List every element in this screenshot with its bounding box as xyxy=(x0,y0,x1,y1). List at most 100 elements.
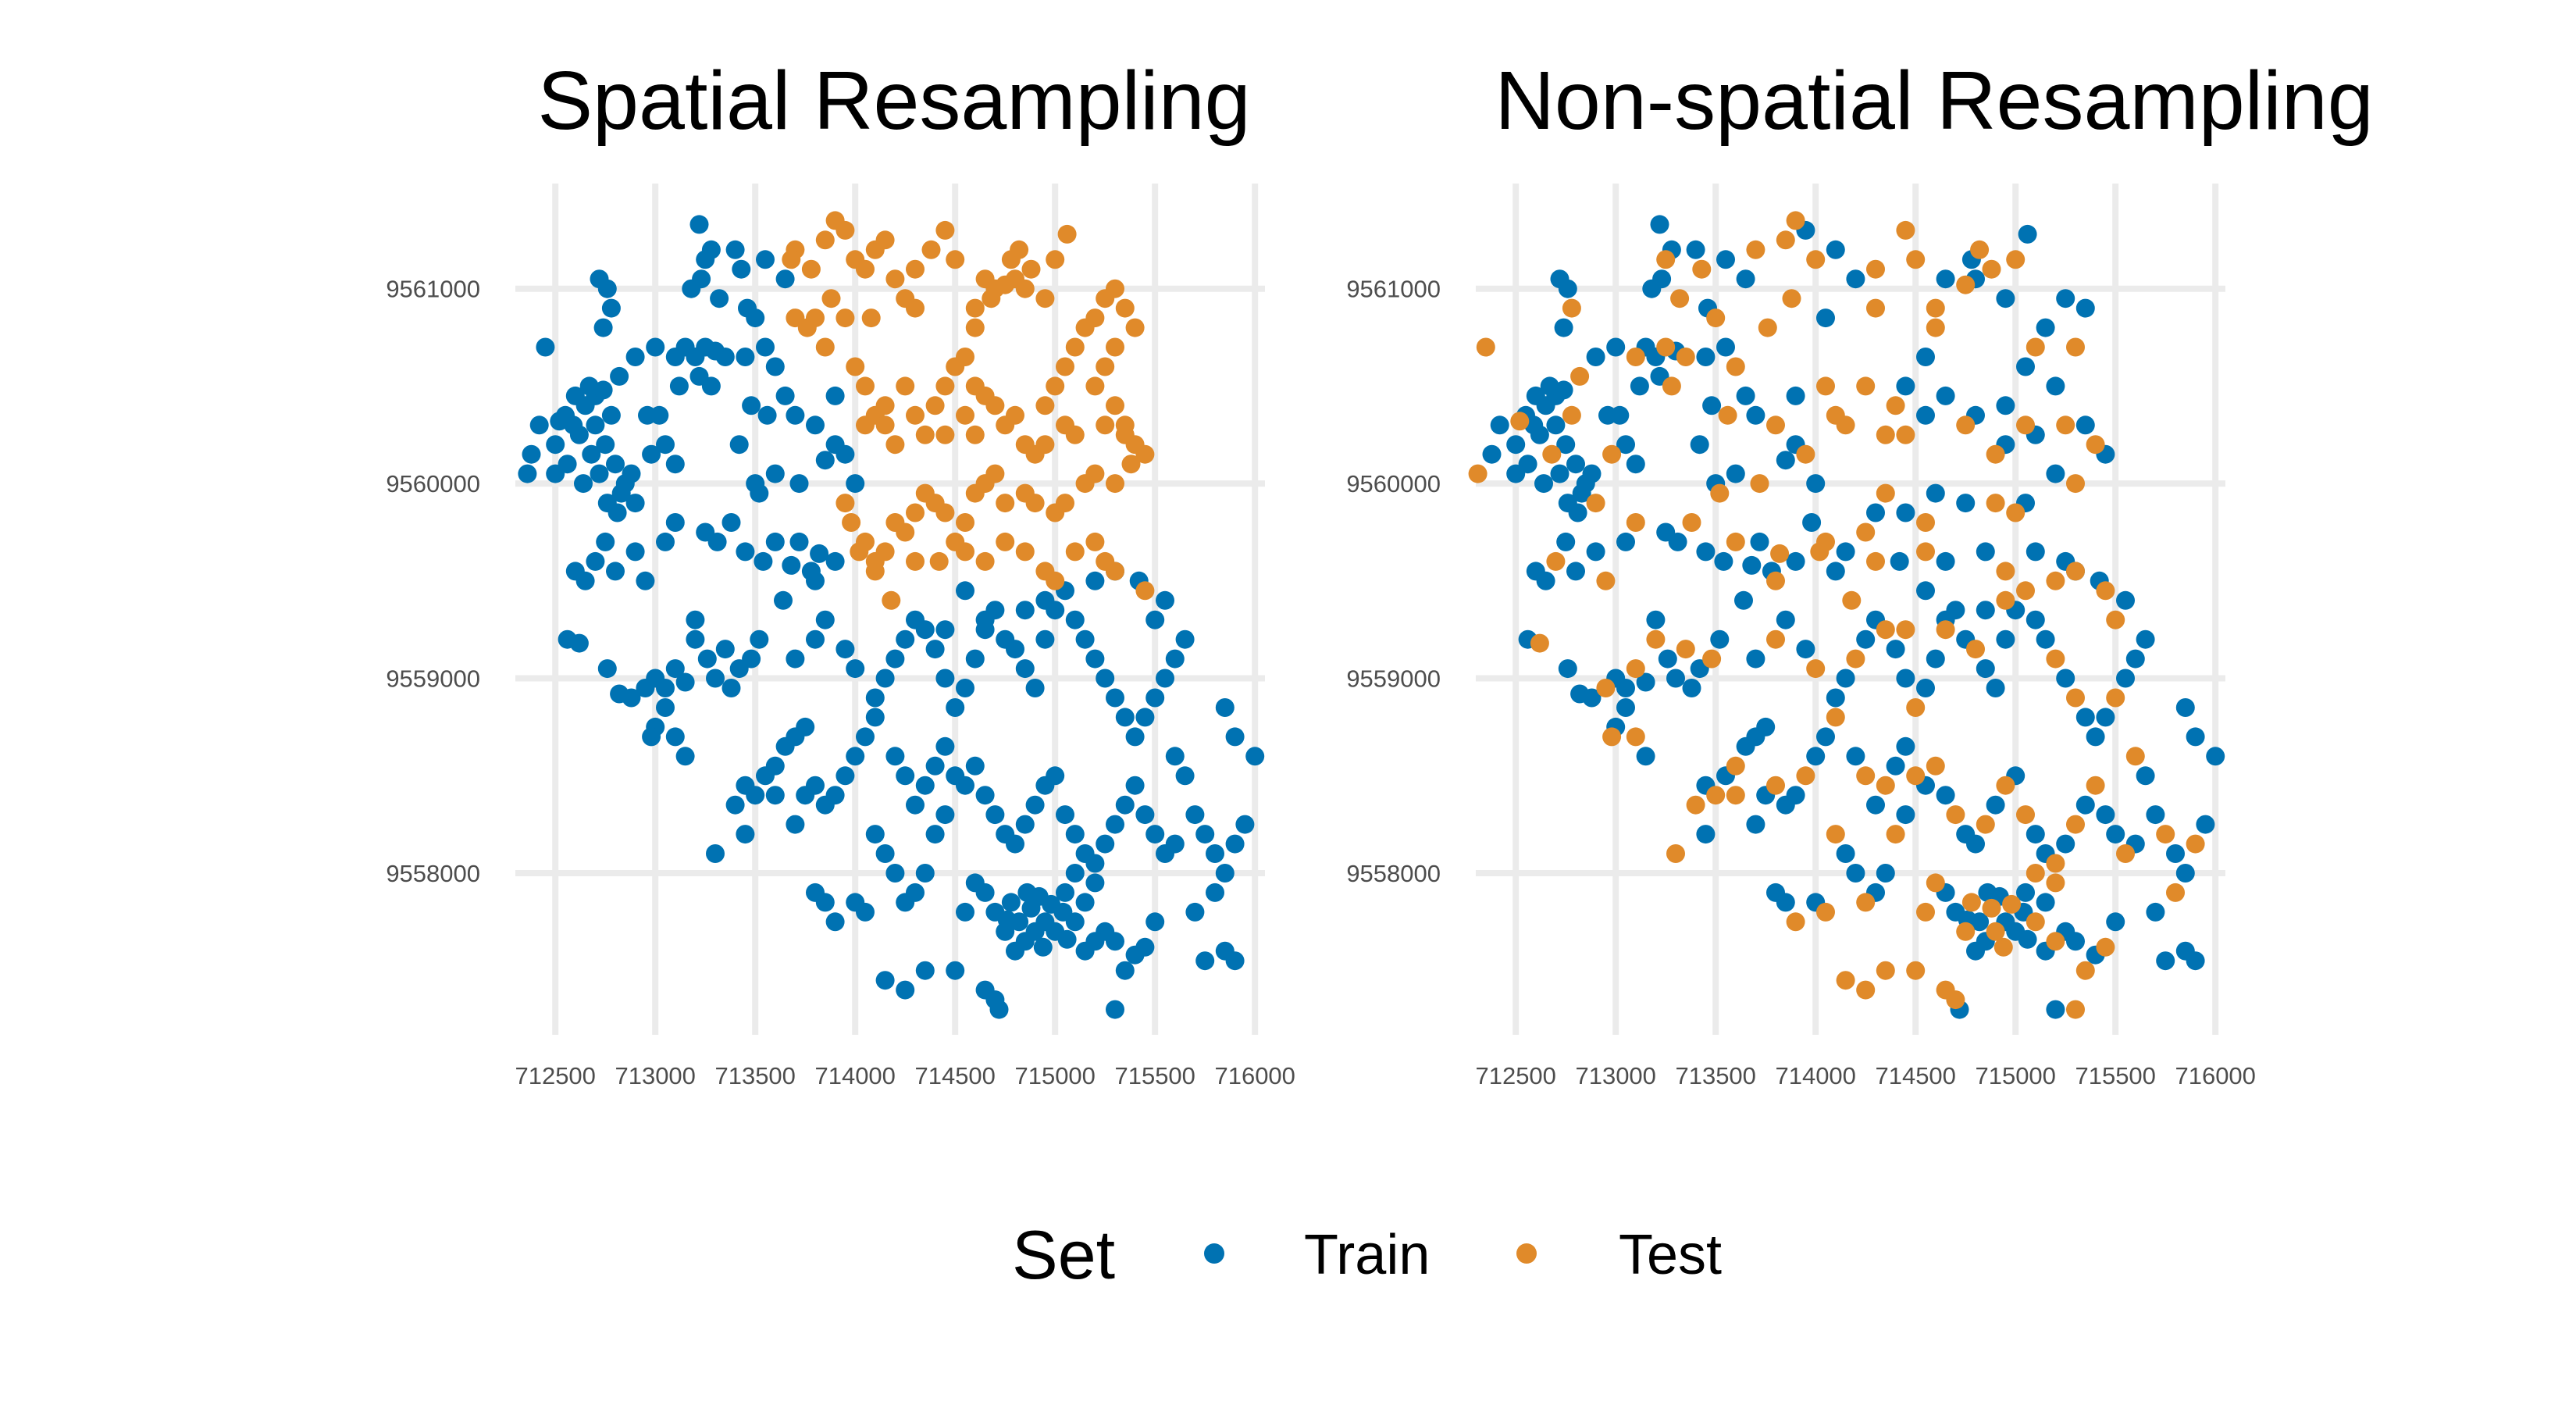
point-train xyxy=(1185,805,1205,825)
point-test xyxy=(875,230,895,250)
point-train xyxy=(1966,834,1985,854)
point-train xyxy=(885,747,905,766)
point-train xyxy=(692,269,711,289)
point-train xyxy=(935,669,955,688)
point-train xyxy=(1033,937,1053,957)
point-train xyxy=(550,412,569,431)
point-test xyxy=(1956,415,1976,435)
point-train xyxy=(1610,405,1630,425)
y-tick-label: 9561000 xyxy=(1346,276,1441,303)
point-train xyxy=(846,659,865,679)
point-test xyxy=(1906,250,1926,269)
point-test xyxy=(1746,240,1765,259)
point-train xyxy=(1846,269,1865,289)
point-train xyxy=(1750,532,1769,551)
point-test xyxy=(782,250,801,269)
point-train xyxy=(2026,542,2045,562)
point-test xyxy=(1065,337,1085,357)
point-train xyxy=(1165,747,1185,766)
y-tick-label: 9559000 xyxy=(1346,665,1441,693)
point-test xyxy=(1926,298,1945,318)
point-train xyxy=(1776,451,1795,470)
point-train xyxy=(774,590,793,610)
y-tick-label: 9558000 xyxy=(1346,860,1441,887)
point-train xyxy=(946,698,965,717)
point-test xyxy=(915,425,935,444)
point-train xyxy=(1096,834,1115,854)
point-train xyxy=(1085,649,1105,669)
point-train xyxy=(1876,864,1895,883)
point-train xyxy=(1215,698,1235,717)
point-train xyxy=(650,405,669,425)
point-train xyxy=(596,532,615,551)
point-test xyxy=(956,513,974,532)
point-train xyxy=(2175,864,2195,883)
point-test xyxy=(1710,483,1730,503)
point-train xyxy=(529,415,549,435)
point-train xyxy=(2116,669,2135,688)
point-test xyxy=(1686,795,1705,815)
point-test xyxy=(2086,435,2105,455)
point-train xyxy=(2056,289,2075,308)
point-test xyxy=(965,483,985,503)
point-train xyxy=(1786,386,1805,405)
point-test xyxy=(2106,688,2125,708)
x-tick-label: 714000 xyxy=(814,1062,895,1089)
point-train xyxy=(1996,396,2015,415)
point-train xyxy=(1586,348,1605,366)
point-train xyxy=(810,544,829,563)
point-train xyxy=(1926,649,1945,669)
point-train xyxy=(597,659,617,679)
point-train xyxy=(1046,766,1065,786)
point-train xyxy=(750,483,769,503)
point-test xyxy=(2006,503,2026,522)
point-train xyxy=(1001,893,1021,912)
point-train xyxy=(706,844,725,863)
point-train xyxy=(1115,795,1135,815)
point-train xyxy=(2156,951,2175,971)
point-test xyxy=(965,298,985,318)
point-test xyxy=(2016,805,2035,825)
point-train xyxy=(1582,688,1602,708)
point-train xyxy=(1085,854,1105,873)
point-train xyxy=(1742,555,1762,575)
point-train xyxy=(1017,883,1037,902)
point-train xyxy=(1816,308,1835,328)
point-test xyxy=(1982,259,2001,279)
point-train xyxy=(1826,688,1845,708)
point-train xyxy=(925,825,945,844)
point-test xyxy=(1750,474,1769,494)
x-tick-label: 714500 xyxy=(914,1062,995,1089)
point-test xyxy=(1916,513,1935,532)
point-test xyxy=(996,532,1015,551)
point-test xyxy=(1886,825,1905,844)
point-train xyxy=(1652,269,1672,289)
x-tick-label: 712500 xyxy=(515,1062,595,1089)
point-test xyxy=(856,259,875,279)
point-train xyxy=(1702,396,1722,415)
point-train xyxy=(732,259,751,279)
point-train xyxy=(574,474,593,494)
point-train xyxy=(721,679,741,697)
point-train xyxy=(590,464,609,483)
point-train xyxy=(1566,455,1585,474)
point-test xyxy=(797,318,817,337)
x-tick-label: 715000 xyxy=(1014,1062,1095,1089)
point-test xyxy=(1856,522,1876,542)
point-train xyxy=(665,455,685,474)
point-test xyxy=(1626,659,1645,679)
point-test xyxy=(1562,298,1581,318)
point-test xyxy=(875,415,895,435)
point-train xyxy=(1886,756,1905,776)
x-axis-spatial: 712500 713000 713500 714000 714500 715000 7155… xyxy=(515,1062,1295,1089)
point-train xyxy=(665,727,685,747)
point-test xyxy=(1906,961,1926,980)
point-train xyxy=(806,571,825,590)
point-train xyxy=(715,348,735,366)
point-test xyxy=(2046,571,2065,590)
point-test xyxy=(1682,513,1701,532)
x-tick-label: 716000 xyxy=(2175,1062,2255,1089)
point-train xyxy=(1666,669,1685,688)
point-train xyxy=(686,610,705,629)
point-test xyxy=(1035,435,1055,455)
